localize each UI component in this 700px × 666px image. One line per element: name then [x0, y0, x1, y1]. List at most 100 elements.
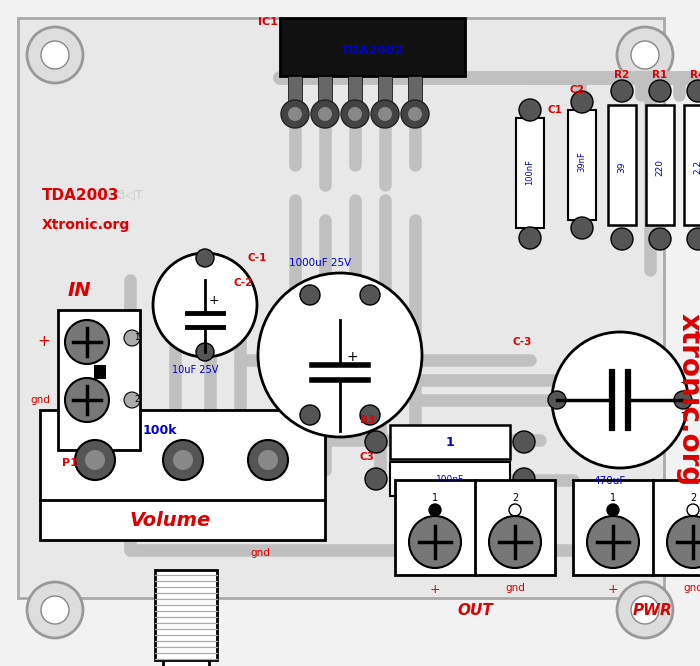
Text: gnd: gnd	[683, 583, 700, 593]
Bar	[40, 410, 325, 540]
Circle shape	[371, 100, 399, 128]
Circle shape	[674, 391, 692, 409]
Circle shape	[429, 504, 441, 516]
Circle shape	[509, 504, 521, 516]
Circle shape	[258, 273, 422, 437]
Circle shape	[687, 504, 699, 516]
Text: gnd: gnd	[505, 583, 525, 593]
Text: TDA2003: TDA2003	[42, 188, 120, 202]
Bar	[646, 105, 674, 225]
Circle shape	[687, 228, 700, 250]
Text: Xtronic.org: Xtronic.org	[42, 218, 130, 232]
Bar	[155, 570, 217, 660]
Circle shape	[124, 330, 140, 346]
Text: TDA2002: TDA2002	[341, 43, 405, 57]
Text: C3: C3	[360, 452, 375, 462]
Circle shape	[607, 504, 619, 516]
Bar	[163, 660, 209, 666]
Circle shape	[378, 107, 392, 121]
Circle shape	[27, 582, 83, 638]
Circle shape	[27, 27, 83, 83]
Text: 100k: 100k	[143, 424, 177, 436]
Circle shape	[513, 468, 535, 490]
Text: +: +	[346, 350, 358, 364]
Text: 2: 2	[690, 493, 696, 503]
Text: gnd: gnd	[250, 548, 270, 558]
Text: C1: C1	[548, 105, 563, 115]
Text: 1: 1	[610, 493, 616, 503]
Bar	[608, 105, 636, 225]
Text: 1: 1	[134, 334, 139, 342]
Circle shape	[365, 468, 387, 490]
Bar	[348, 76, 362, 106]
Text: IC1: IC1	[258, 17, 278, 27]
Text: +: +	[209, 294, 220, 306]
Text: R1: R1	[652, 70, 668, 80]
Text: C2: C2	[570, 85, 584, 95]
Bar	[58, 310, 140, 450]
Circle shape	[571, 91, 593, 113]
Text: +: +	[680, 376, 691, 388]
Text: P1: P1	[62, 458, 78, 468]
Text: 2.2: 2.2	[694, 160, 700, 174]
Bar	[390, 425, 510, 459]
Text: +: +	[608, 583, 618, 596]
Bar	[573, 480, 700, 575]
Text: 2: 2	[512, 493, 518, 503]
Circle shape	[401, 100, 429, 128]
Circle shape	[85, 450, 105, 470]
Bar	[288, 76, 302, 106]
Circle shape	[258, 450, 278, 470]
Bar	[408, 76, 422, 106]
Circle shape	[311, 100, 339, 128]
Text: 39: 39	[617, 161, 626, 172]
Circle shape	[124, 392, 140, 408]
Circle shape	[617, 27, 673, 83]
Bar	[568, 110, 596, 220]
Circle shape	[75, 440, 115, 480]
Text: 1: 1	[432, 493, 438, 503]
Text: IN: IN	[67, 280, 91, 300]
Text: 100nF: 100nF	[436, 474, 464, 484]
Bar	[516, 118, 544, 228]
Text: 2: 2	[134, 396, 139, 404]
Text: xtronic.org: xtronic.org	[676, 314, 700, 487]
Circle shape	[617, 582, 673, 638]
Text: 1: 1	[446, 436, 454, 448]
Circle shape	[288, 107, 302, 121]
Text: gnd: gnd	[30, 395, 50, 405]
Bar	[390, 462, 510, 496]
Text: C-3: C-3	[512, 337, 532, 347]
Circle shape	[631, 596, 659, 624]
Circle shape	[409, 516, 461, 568]
Text: C-2: C-2	[234, 278, 253, 288]
Bar	[94, 365, 106, 379]
Circle shape	[667, 516, 700, 568]
Text: 10uF 25V: 10uF 25V	[172, 365, 218, 375]
Circle shape	[341, 100, 369, 128]
Circle shape	[649, 228, 671, 250]
Text: R4: R4	[690, 70, 700, 80]
Text: 220: 220	[655, 159, 664, 176]
Circle shape	[173, 450, 193, 470]
Bar	[280, 18, 465, 76]
Text: -: -	[680, 403, 686, 421]
Text: 100nF: 100nF	[526, 159, 535, 185]
Text: 39nF: 39nF	[578, 152, 587, 172]
Text: pXtronic.org: pXtronic.org	[55, 218, 132, 232]
Circle shape	[552, 332, 688, 468]
Text: R3: R3	[360, 415, 375, 425]
Circle shape	[248, 440, 288, 480]
Circle shape	[196, 343, 214, 361]
Text: Volume: Volume	[130, 511, 211, 529]
Circle shape	[300, 285, 320, 305]
Circle shape	[360, 285, 380, 305]
Text: PWR: PWR	[633, 603, 673, 618]
Text: OUT: OUT	[457, 603, 493, 618]
Bar	[684, 105, 700, 225]
Circle shape	[153, 253, 257, 357]
Circle shape	[519, 99, 541, 121]
Circle shape	[318, 107, 332, 121]
Circle shape	[365, 431, 387, 453]
Circle shape	[408, 107, 422, 121]
